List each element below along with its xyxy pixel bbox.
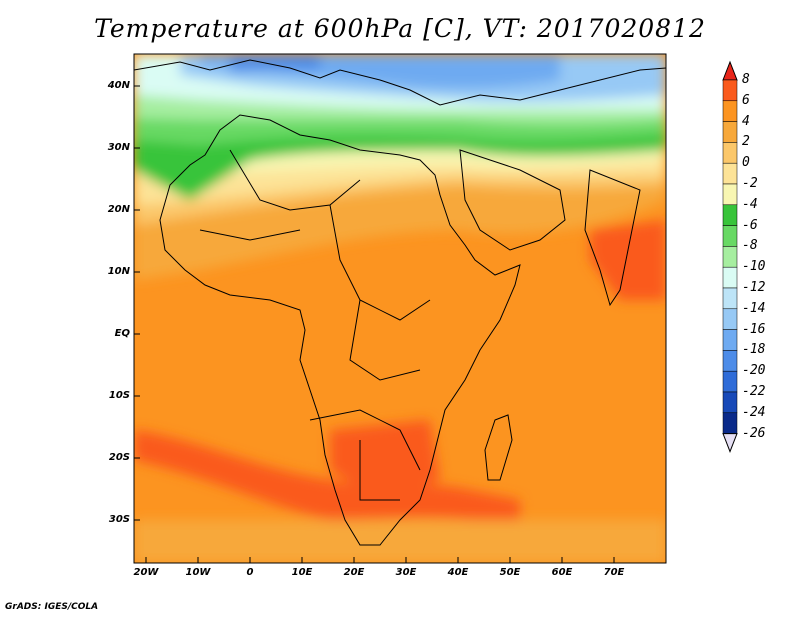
grads-credit: GrADS: IGES/COLA: [5, 602, 99, 612]
colorbar-label: 8: [742, 72, 750, 87]
lon-label-30e: 30E: [395, 567, 417, 578]
colorbar-bin: [722, 266, 738, 289]
field-warm-core: [134, 430, 520, 520]
colorbar-bin: [722, 370, 738, 393]
colorbar-bin: [722, 287, 738, 310]
lon-label-70e: 70E: [603, 567, 625, 578]
colorbar-top-arrow: [722, 60, 738, 81]
colorbar-label: -16: [742, 321, 766, 337]
colorbar-bin: [722, 100, 738, 122]
colorbar-bin: [722, 183, 738, 206]
colorbar-label: -4: [742, 196, 758, 212]
colorbar-label: -22: [742, 384, 766, 399]
colorbar-label: -6: [742, 217, 758, 233]
border-1: [229, 149, 361, 211]
colorbar-label: 6: [742, 92, 750, 108]
colorbar-bin: [722, 79, 738, 102]
africa-coastline: [159, 114, 521, 546]
border-4: [309, 409, 421, 471]
field-warm-core2: [330, 420, 440, 500]
colorbar: [722, 60, 738, 453]
colorbar-bin: [722, 308, 738, 330]
lon-label-20w: 20W: [133, 567, 159, 578]
map-title: Temperature at 600hPa [C], VT: 201702081…: [94, 14, 706, 43]
lat-label-20n: 20N: [107, 204, 130, 215]
colorbar-bin: [722, 350, 738, 372]
madagascar: [484, 414, 513, 481]
colorbar-bin: [722, 412, 738, 434]
colorbar-label: -12: [742, 280, 766, 295]
lat-label-10n: 10N: [107, 266, 130, 277]
coastlines: [134, 59, 666, 546]
colorbar-bin: [722, 391, 738, 414]
india: [584, 169, 641, 307]
temperature-field: [134, 54, 666, 563]
lon-label-50e: 50E: [499, 567, 521, 578]
europe-coast: [134, 59, 666, 106]
lat-label-10s: 10S: [108, 390, 130, 401]
colorbar-label: -24: [742, 404, 766, 420]
field-band-m18: [230, 54, 320, 72]
border-6: [199, 229, 301, 241]
lat-label-30n: 30N: [107, 142, 130, 153]
lon-label-0: 0: [246, 567, 254, 578]
colorbar-label: -18: [742, 342, 766, 358]
arabia: [459, 149, 566, 251]
colorbar-bin: [722, 142, 738, 164]
lon-label-40e: 40E: [447, 567, 469, 578]
colorbar-label: 4: [742, 113, 750, 129]
border-3: [349, 299, 421, 381]
colorbar-bin: [722, 329, 738, 351]
colorbar-label: -2: [742, 176, 758, 191]
field-band-south: [134, 520, 666, 563]
colorbar-bottom-arrow: [722, 433, 738, 453]
colorbar-label: -8: [742, 238, 758, 254]
lon-label-20e: 20E: [343, 567, 365, 578]
colorbar-bin: [722, 162, 738, 185]
colorbar-bin: [722, 246, 738, 268]
map-frame: [133, 53, 667, 564]
lat-label-30s: 30S: [108, 514, 130, 525]
colorbar-label: -14: [742, 300, 766, 316]
colorbar-label: -20: [742, 363, 766, 379]
colorbar-label: -10: [742, 259, 766, 275]
colorbar-bin: [722, 204, 738, 226]
colorbar-bin: [722, 225, 738, 247]
colorbar-label: -26: [742, 425, 766, 441]
colorbar-label: 2: [742, 134, 750, 150]
lat-label-eq: EQ: [114, 328, 130, 339]
lon-label-10w: 10W: [185, 567, 211, 578]
colorbar-label: 0: [742, 155, 750, 171]
border-5: [359, 440, 400, 501]
colorbar-bin: [722, 121, 738, 143]
lat-label-20s: 20S: [108, 452, 130, 463]
lon-label-10e: 10E: [291, 567, 313, 578]
lat-ticks: [134, 85, 615, 563]
field-warm-east: [590, 220, 666, 300]
lat-label-40n: 40N: [107, 80, 130, 91]
lon-label-60e: 60E: [551, 567, 573, 578]
